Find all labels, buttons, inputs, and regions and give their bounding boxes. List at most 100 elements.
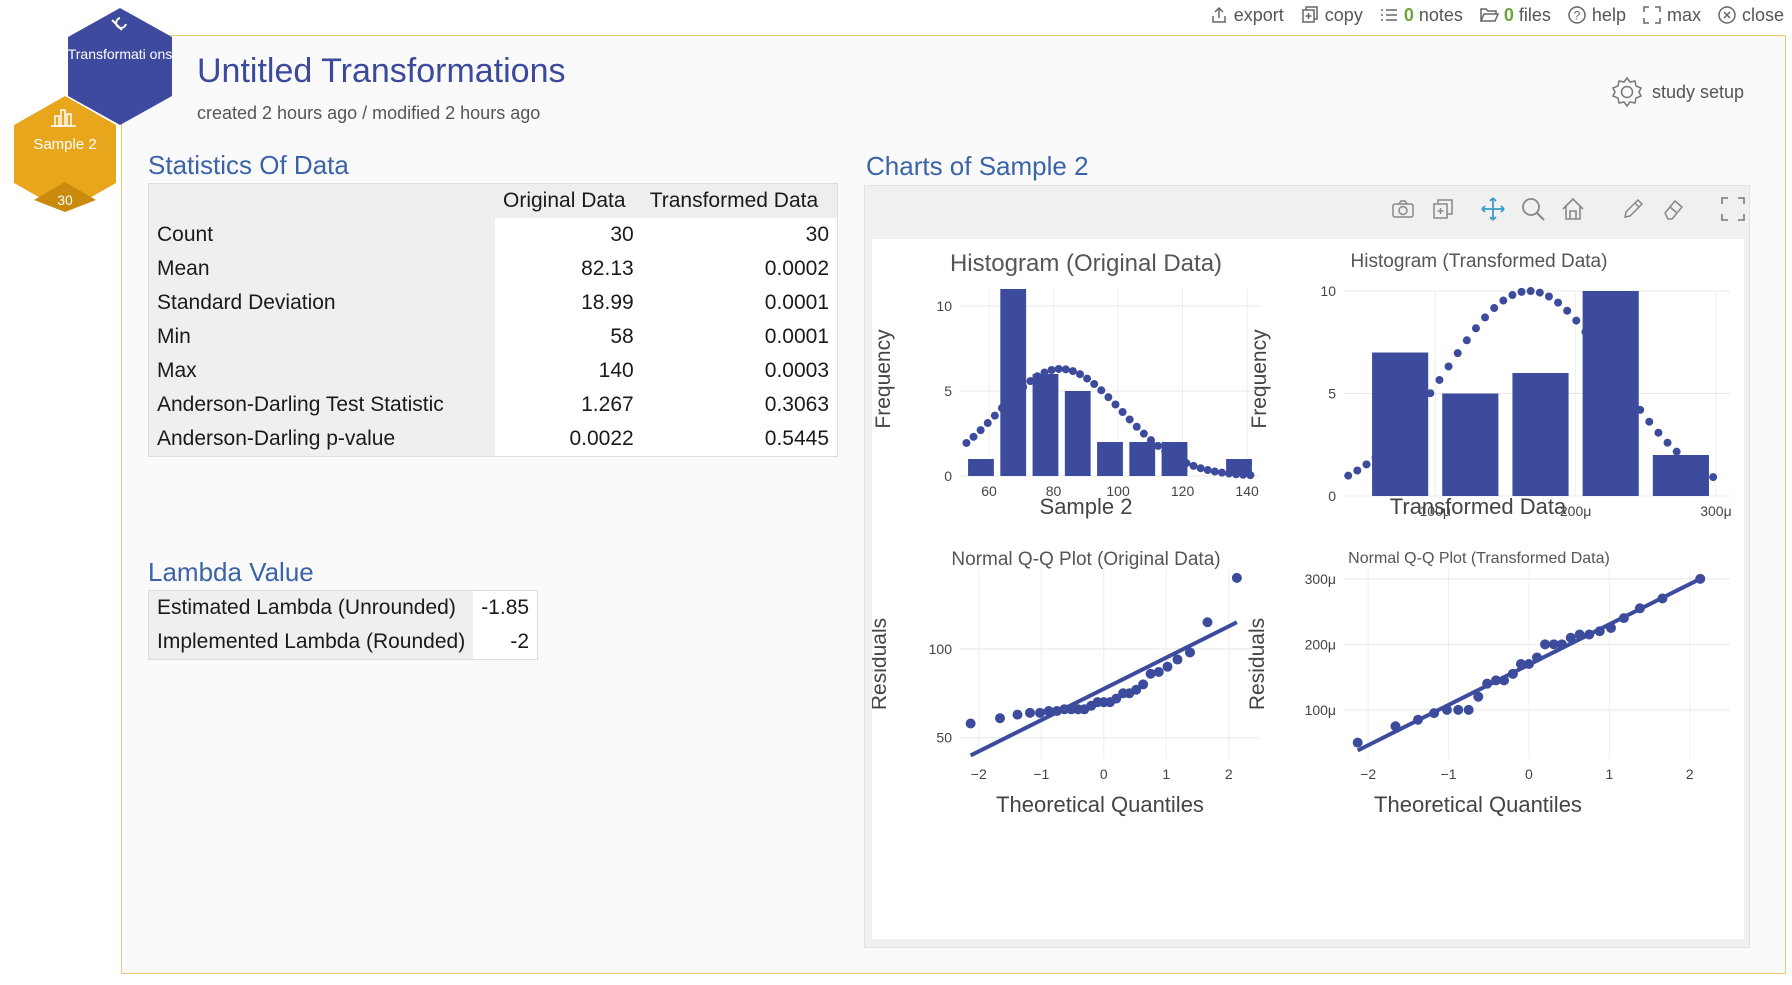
normal-curve-point bbox=[1471, 324, 1480, 333]
x-tick-label: 100μ bbox=[1420, 503, 1451, 519]
chart-title: Normal Q-Q Plot (Original Data) bbox=[951, 549, 1220, 570]
transformations-hex[interactable]: Transformati ons bbox=[68, 8, 173, 125]
original-value: 82.13 bbox=[495, 252, 642, 286]
normal-curve-point bbox=[1508, 291, 1517, 300]
normal-curve-point bbox=[1019, 382, 1028, 391]
pan-button[interactable] bbox=[1480, 196, 1506, 222]
normal-curve-point bbox=[1572, 316, 1581, 325]
sample-hex[interactable]: Sample 2 30 bbox=[14, 96, 116, 212]
draw-button[interactable] bbox=[1620, 196, 1646, 222]
svg-text:?: ? bbox=[1574, 9, 1581, 23]
max-button[interactable]: max bbox=[1642, 5, 1701, 26]
charts-title: Charts of Sample 2 bbox=[866, 151, 1089, 181]
qq-point bbox=[1441, 704, 1452, 715]
statistics-title: Statistics Of Data bbox=[148, 150, 349, 180]
x-tick-label: 1 bbox=[1605, 766, 1613, 782]
qq-point bbox=[1153, 666, 1164, 677]
x-axis-label: Theoretical Quantiles bbox=[1374, 792, 1582, 817]
normal-curve-point bbox=[1033, 372, 1042, 381]
x-tick-label: 300μ bbox=[1700, 503, 1731, 519]
files-label: files bbox=[1518, 4, 1551, 25]
normal-curve-point bbox=[1444, 362, 1453, 371]
histogram-bar bbox=[1442, 393, 1499, 496]
qq-point bbox=[1066, 704, 1077, 715]
original-value: 18.99 bbox=[495, 286, 642, 320]
normal-curve-point bbox=[1005, 396, 1014, 405]
normal-curve-point bbox=[1139, 429, 1148, 438]
qq-point bbox=[1507, 668, 1518, 679]
copy-button[interactable]: copy bbox=[1300, 5, 1363, 26]
files-button[interactable]: 0 files bbox=[1479, 5, 1551, 26]
y-tick-label: 5 bbox=[1328, 386, 1336, 402]
chart-modebar bbox=[1390, 196, 1746, 222]
bar-chart-icon bbox=[51, 109, 76, 127]
normal-curve-point bbox=[1608, 366, 1617, 375]
x-tick-label: −2 bbox=[1360, 766, 1376, 782]
qq-point bbox=[1185, 647, 1195, 658]
chart-title: Histogram (Transformed Data) bbox=[1351, 251, 1608, 272]
normal-curve-point bbox=[1189, 461, 1198, 470]
normal-curve-point bbox=[1097, 386, 1106, 395]
normal-curve-point bbox=[1499, 296, 1508, 305]
x-tick-label: 0 bbox=[1100, 766, 1108, 782]
eraser-icon bbox=[1664, 199, 1684, 220]
reset-axes-button[interactable] bbox=[1560, 196, 1586, 222]
help-button[interactable]: ? help bbox=[1567, 5, 1626, 26]
histogram-bar bbox=[1129, 442, 1156, 476]
header-original: Original Data bbox=[495, 183, 642, 218]
x-tick-label: 0 bbox=[1525, 766, 1533, 782]
qq-point bbox=[1453, 704, 1464, 715]
copy-chart-button[interactable] bbox=[1430, 196, 1456, 222]
notes-count: 0 bbox=[1403, 4, 1414, 25]
page-title[interactable]: Untitled Transformations bbox=[197, 52, 566, 90]
y-axis-label: Frequency bbox=[1248, 329, 1271, 429]
transformed-value: 0.5445 bbox=[641, 422, 838, 457]
gear-icon bbox=[1611, 76, 1643, 108]
folder-icon bbox=[1479, 8, 1499, 22]
notes-button[interactable]: 0 notes bbox=[1379, 5, 1463, 26]
x-axis-label: Transformed Data bbox=[1390, 494, 1567, 519]
normal-curve-point bbox=[1627, 393, 1636, 402]
transformed-value: 0.0001 bbox=[641, 286, 838, 320]
y-axis-label: Residuals bbox=[872, 618, 891, 710]
zoom-button[interactable] bbox=[1520, 196, 1546, 222]
help-label: help bbox=[1591, 4, 1626, 25]
y-tick-label: 200μ bbox=[1305, 636, 1336, 652]
qq-point bbox=[1412, 714, 1423, 725]
row-label: Min bbox=[148, 320, 495, 354]
fullscreen-button[interactable] bbox=[1720, 196, 1746, 222]
x-tick-label: 140 bbox=[1235, 483, 1259, 499]
row-label: Implemented Lambda (Rounded) bbox=[148, 625, 474, 660]
histogram-bar bbox=[1512, 373, 1569, 496]
maximize-icon bbox=[1643, 6, 1661, 24]
normal-curve-point bbox=[1232, 470, 1241, 479]
fullscreen-icon bbox=[1721, 197, 1745, 221]
original-value: 30 bbox=[495, 218, 642, 252]
table-header-row: Original Data Transformed Data bbox=[148, 183, 838, 218]
normal-curve-point bbox=[1563, 306, 1572, 315]
normal-curve-point bbox=[1526, 287, 1535, 296]
normal-curve-point bbox=[1111, 400, 1120, 409]
normal-curve-point bbox=[1125, 415, 1134, 424]
transformed-value: 0.0002 bbox=[641, 252, 838, 286]
row-label: Standard Deviation bbox=[148, 286, 495, 320]
qq-point bbox=[1131, 684, 1142, 695]
study-setup-button[interactable]: study setup bbox=[1610, 75, 1744, 109]
y-tick-label: 100μ bbox=[1305, 702, 1336, 718]
y-tick-label: 300μ bbox=[1305, 571, 1336, 587]
top-toolbar: export copy 0 notes 0 files ? help max c… bbox=[1209, 0, 1792, 30]
x-axis-label: Theoretical Quantiles bbox=[996, 792, 1204, 817]
download-png-button[interactable] bbox=[1390, 196, 1416, 222]
qq-point bbox=[1634, 603, 1645, 614]
export-button[interactable]: export bbox=[1209, 5, 1284, 26]
close-button[interactable]: close bbox=[1717, 5, 1784, 26]
notes-label: notes bbox=[1418, 4, 1463, 25]
histogram-bar bbox=[1064, 391, 1091, 476]
y-tick-label: 0 bbox=[944, 468, 952, 484]
normal-curve-point bbox=[1239, 470, 1248, 479]
normal-curve-point bbox=[1481, 313, 1490, 322]
qq-point bbox=[1051, 706, 1062, 717]
x-axis-label: Sample 2 bbox=[1040, 494, 1133, 519]
erase-button[interactable] bbox=[1660, 196, 1686, 222]
qq-point bbox=[1540, 639, 1551, 650]
